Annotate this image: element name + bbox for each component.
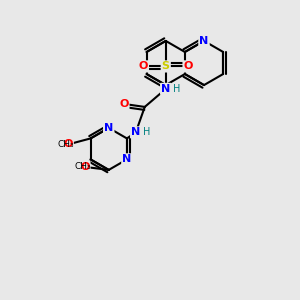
Text: O: O bbox=[80, 162, 89, 172]
Text: O: O bbox=[139, 61, 148, 71]
Text: H: H bbox=[143, 128, 151, 137]
Text: N: N bbox=[131, 128, 140, 137]
Text: S: S bbox=[162, 61, 170, 71]
Text: N: N bbox=[104, 123, 113, 133]
Text: O: O bbox=[63, 140, 73, 149]
Text: N: N bbox=[122, 154, 131, 164]
Text: O: O bbox=[184, 61, 193, 71]
Text: CH₃: CH₃ bbox=[74, 162, 91, 171]
Text: N: N bbox=[161, 84, 170, 94]
Text: H: H bbox=[173, 84, 181, 94]
Text: CH₃: CH₃ bbox=[58, 140, 74, 149]
Text: O: O bbox=[119, 99, 128, 109]
Text: N: N bbox=[200, 36, 208, 46]
